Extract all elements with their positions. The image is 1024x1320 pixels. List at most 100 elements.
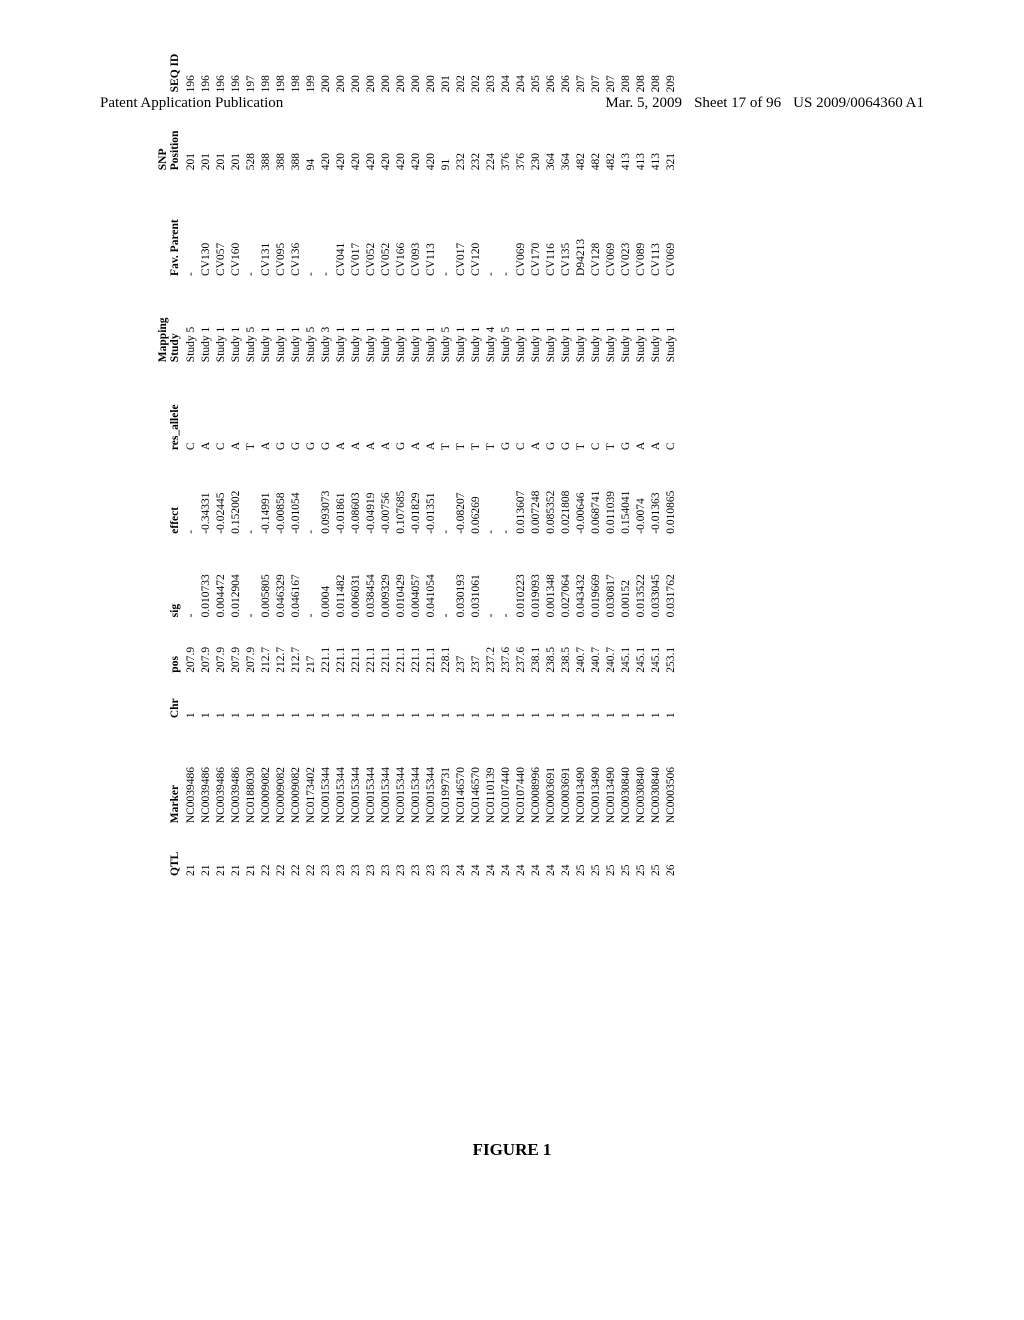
table-cell: 1 <box>318 677 333 722</box>
table-cell: 1 <box>348 677 363 722</box>
table-cell: 23 <box>408 827 423 880</box>
col-res-allele: res_allele <box>155 366 183 454</box>
table-cell: 245.1 <box>618 621 633 676</box>
table-cell: 245.1 <box>648 621 663 676</box>
table-cell: Study 1 <box>408 280 423 366</box>
table-cell: 232 <box>453 96 468 174</box>
table-cell: Study 5 <box>183 280 198 366</box>
table-cell: 420 <box>393 96 408 174</box>
table-cell: 0.005805 <box>258 538 273 622</box>
table-row: 24NC01101391237.2--TStudy 4-224203 <box>483 20 498 880</box>
table-cell: 0.085352 <box>543 454 558 538</box>
table-cell: 0.046167 <box>288 538 303 622</box>
table-cell: CV120 <box>468 174 483 280</box>
table-cell: CV128 <box>588 174 603 280</box>
table-cell: 221.1 <box>393 621 408 676</box>
table-cell: Study 1 <box>228 280 243 366</box>
table-cell: 245.1 <box>633 621 648 676</box>
table-cell: 22 <box>273 827 288 880</box>
table-cell: 1 <box>618 677 633 722</box>
table-cell: 1 <box>183 677 198 722</box>
table-cell: 1 <box>528 677 543 722</box>
table-cell: - <box>243 454 258 538</box>
table-cell: - <box>243 538 258 622</box>
table-cell: - <box>438 454 453 538</box>
table-cell: 1 <box>378 677 393 722</box>
col-mapping-study: MappingStudy <box>155 280 183 366</box>
table-cell: CV023 <box>618 174 633 280</box>
table-cell: -0.01351 <box>423 454 438 538</box>
table-cell: Study 1 <box>513 280 528 366</box>
table-cell: -0.04919 <box>363 454 378 538</box>
table-cell: NC0030840 <box>633 722 648 827</box>
table-cell: 24 <box>543 827 558 880</box>
table-cell: CV041 <box>333 174 348 280</box>
table-cell: NC0015344 <box>423 722 438 827</box>
table-cell: 0.00152 <box>618 538 633 622</box>
table-cell: 207.9 <box>228 621 243 676</box>
table-cell: D94213 <box>573 174 588 280</box>
table-cell: 413 <box>648 96 663 174</box>
table-cell: A <box>423 366 438 454</box>
table-cell: CV089 <box>633 174 648 280</box>
table-cell: 212.7 <box>273 621 288 676</box>
table-cell: -0.00756 <box>378 454 393 538</box>
table-cell: 1 <box>423 677 438 722</box>
table-cell: T <box>573 366 588 454</box>
table-cell: 1 <box>303 677 318 722</box>
table-cell: 208 <box>618 20 633 96</box>
table-cell: Study 1 <box>618 280 633 366</box>
table-cell: 0.027064 <box>558 538 573 622</box>
table-cell: A <box>363 366 378 454</box>
table-cell: NC0003691 <box>543 722 558 827</box>
table-cell: 1 <box>483 677 498 722</box>
table-cell: Study 1 <box>333 280 348 366</box>
table-cell: 1 <box>648 677 663 722</box>
table-row: 25NC00308401245.10.033045-0.01363AStudy … <box>648 20 663 880</box>
table-cell: T <box>483 366 498 454</box>
table-cell: 221.1 <box>423 621 438 676</box>
table-cell: NC0107440 <box>498 722 513 827</box>
table-row: 25NC00134901240.70.0196690.068741CStudy … <box>588 20 603 880</box>
table-cell: NC0013490 <box>588 722 603 827</box>
table-cell: A <box>648 366 663 454</box>
table-cell: - <box>438 174 453 280</box>
table-cell: 196 <box>228 20 243 96</box>
table-cell: 0.004472 <box>213 538 228 622</box>
table-row: 23NC00153441221.10.00040.093073GStudy 3-… <box>318 20 333 880</box>
table-cell: 1 <box>363 677 378 722</box>
table-cell: A <box>633 366 648 454</box>
table-cell: 199 <box>303 20 318 96</box>
table-cell: 238.1 <box>528 621 543 676</box>
table-cell: 0.046329 <box>273 538 288 622</box>
data-table: QTL Marker Chr pos sig effect res_allele… <box>155 20 678 880</box>
table-cell: NC0003691 <box>558 722 573 827</box>
table-cell: CV113 <box>648 174 663 280</box>
col-qtl: QTL <box>155 827 183 880</box>
table-cell: 0.152002 <box>228 454 243 538</box>
table-cell: 0.031762 <box>663 538 678 622</box>
table-cell: 25 <box>573 827 588 880</box>
table-cell: 24 <box>453 827 468 880</box>
table-row: 25NC00308401245.10.013522-0.0074AStudy 1… <box>633 20 648 880</box>
table-cell: NC0015344 <box>333 722 348 827</box>
table-cell: Study 1 <box>198 280 213 366</box>
table-cell: 1 <box>438 677 453 722</box>
table-cell: 1 <box>198 677 213 722</box>
table-cell: 24 <box>558 827 573 880</box>
table-cell: CV130 <box>198 174 213 280</box>
table-cell: 228.1 <box>438 621 453 676</box>
table-cell: 221.1 <box>333 621 348 676</box>
table-cell: 1 <box>408 677 423 722</box>
table-cell: 0.093073 <box>318 454 333 538</box>
table-head: QTL Marker Chr pos sig effect res_allele… <box>155 20 183 880</box>
table-cell: 413 <box>633 96 648 174</box>
table-row: 22NC00090821212.70.046329-0.00858GStudy … <box>273 20 288 880</box>
table-cell: 200 <box>333 20 348 96</box>
table-cell: 196 <box>183 20 198 96</box>
table-cell: 1 <box>213 677 228 722</box>
table-cell: - <box>243 174 258 280</box>
table-cell: 197 <box>243 20 258 96</box>
table-cell: 200 <box>378 20 393 96</box>
table-cell: 240.7 <box>573 621 588 676</box>
